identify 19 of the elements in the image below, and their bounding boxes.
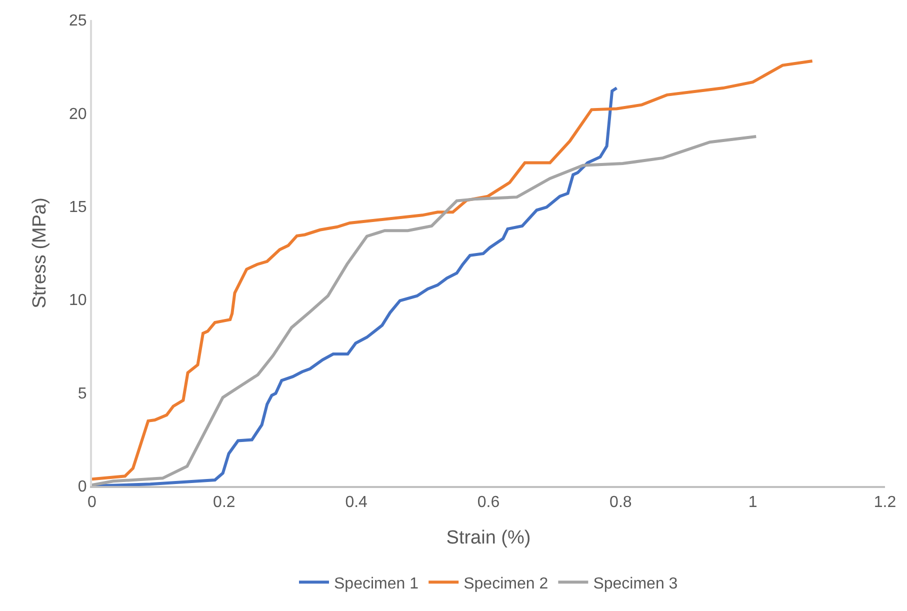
x-tick-label: 0.2 xyxy=(213,494,236,512)
y-tick-label: 0 xyxy=(78,478,87,496)
line-series xyxy=(92,135,758,486)
legend-label: Specimen 3 xyxy=(593,575,678,592)
x-tick-label: 1 xyxy=(748,494,758,512)
y-tick-label: 5 xyxy=(78,385,87,402)
legend-label: Specimen 2 xyxy=(464,575,548,592)
y-axis-title: Stress (MPa) xyxy=(29,198,50,308)
legend-label: Specimen 1 xyxy=(334,575,419,592)
y-tick-label: 15 xyxy=(69,199,87,216)
x-tick-label: 0.6 xyxy=(477,494,500,512)
y-tick-label: 20 xyxy=(69,106,87,123)
x-axis-title: Strain (%) xyxy=(446,528,531,548)
x-tick-label: 0.4 xyxy=(345,494,368,512)
line-series xyxy=(92,60,814,481)
x-tick-label: 0.8 xyxy=(610,494,632,512)
y-tick-label: 25 xyxy=(69,12,87,30)
y-tick-label: 10 xyxy=(69,292,87,310)
x-tick-label: 1.2 xyxy=(874,494,896,512)
